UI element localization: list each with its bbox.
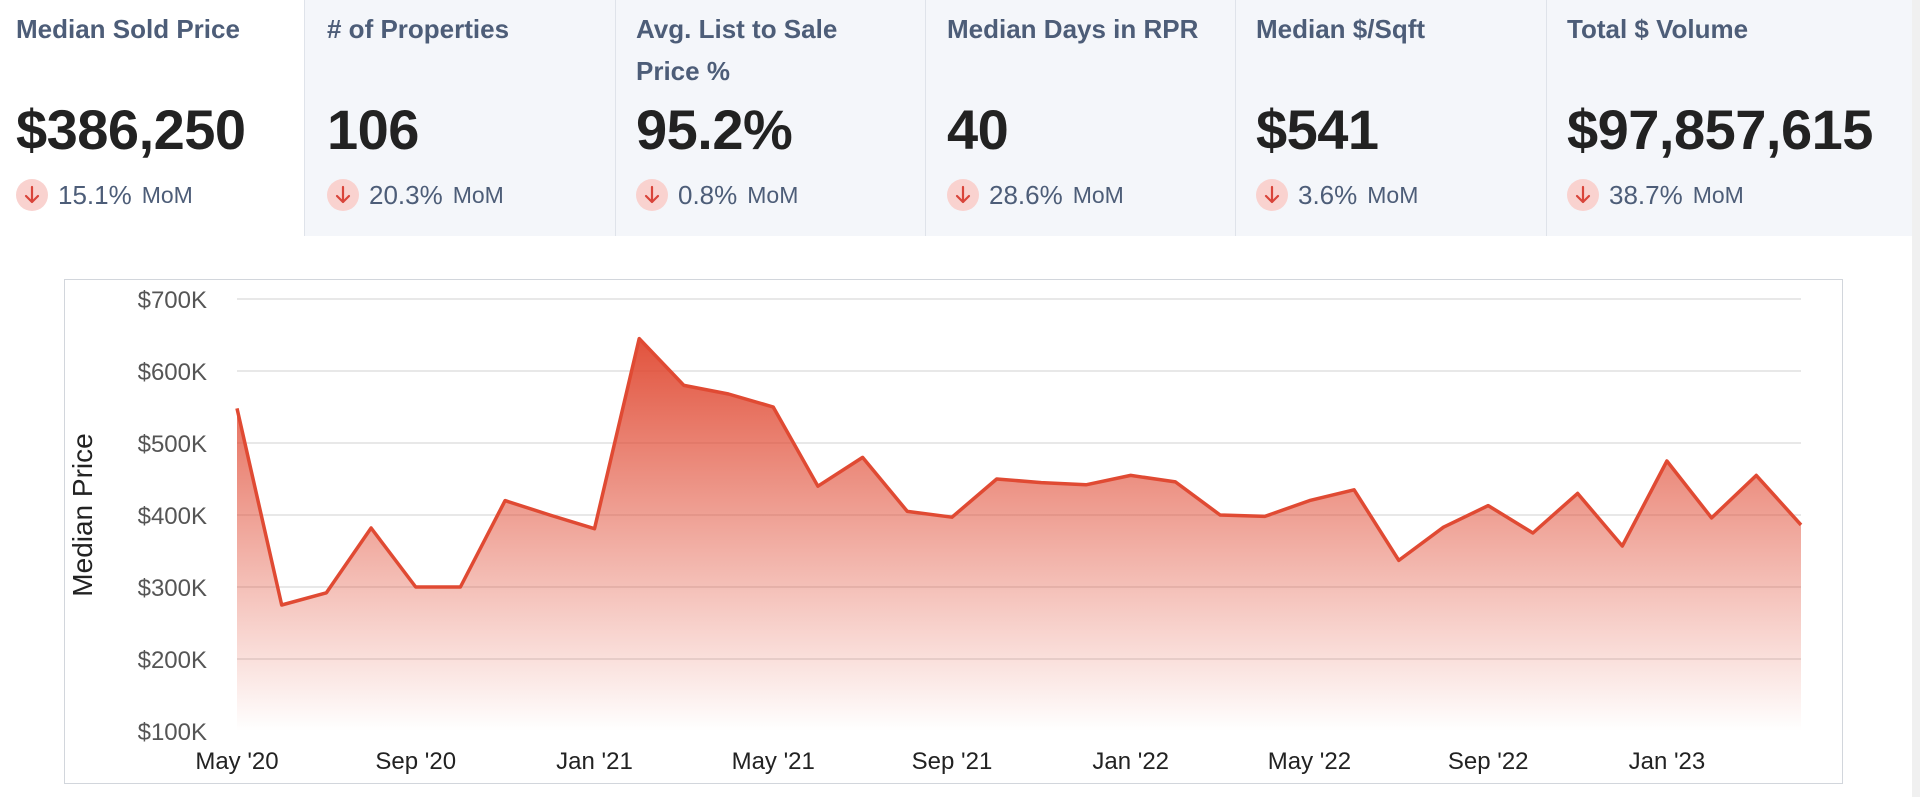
x-tick-label: May '21 [732, 748, 815, 775]
change-period: MoM [141, 181, 193, 208]
tile-total-volume[interactable]: Total $ Volume $97,857,615 38.7% MoM [1547, 0, 1912, 236]
area-fill [237, 338, 1801, 731]
y-tick-label: $300K [138, 575, 207, 602]
change-percent: 38.7% [1609, 179, 1683, 210]
tile-change: 20.3% MoM [327, 178, 504, 212]
metric-tiles: Median Sold Price $386,250 15.1% MoM # o… [0, 0, 1912, 236]
arrow-down-icon [327, 179, 359, 211]
tile-median-days[interactable]: Median Days in RPR 40 28.6% MoM [926, 0, 1236, 236]
x-tick-label: Jan '22 [1092, 748, 1169, 775]
median-price-chart: $100K $200K $300K $400K $500K $600K $700K Media… [64, 279, 1843, 784]
change-period: MoM [747, 181, 799, 208]
tile-change: 3.6% MoM [1256, 178, 1418, 212]
tile-title: Median $/Sqft [1256, 14, 1426, 44]
tile-title: Avg. List to Sale Price % [636, 14, 838, 86]
tile-num-properties[interactable]: # of Properties 106 20.3% MoM [305, 0, 616, 236]
change-percent: 20.3% [369, 179, 443, 210]
x-tick-label: Sep '22 [1448, 748, 1529, 775]
arrow-down-icon [1567, 179, 1599, 211]
arrow-down-icon [1256, 179, 1288, 211]
arrow-down-icon [16, 179, 48, 211]
change-period: MoM [1072, 181, 1124, 208]
tile-value: 95.2% [636, 98, 793, 161]
y-tick-label: $500K [138, 431, 207, 458]
tile-median-sold-price[interactable]: Median Sold Price $386,250 15.1% MoM [0, 0, 305, 236]
y-tick-label: $100K [138, 719, 207, 746]
change-period: MoM [1367, 181, 1419, 208]
tile-title: # of Properties [327, 14, 510, 44]
tile-value: 40 [947, 98, 1009, 161]
y-tick-label: $200K [138, 647, 207, 674]
x-tick-label: Jan '21 [556, 748, 633, 775]
tile-value: $541 [1256, 98, 1379, 161]
tile-title: Median Days in RPR [947, 14, 1199, 44]
tile-change: 0.8% MoM [636, 178, 798, 212]
x-tick-label: May '22 [1268, 748, 1351, 775]
tile-change: 28.6% MoM [947, 178, 1124, 212]
change-period: MoM [1692, 181, 1744, 208]
area-chart-svg: $100K $200K $300K $400K $500K $600K $700K Media… [67, 287, 1803, 775]
x-tick-label: Sep '20 [375, 748, 456, 775]
change-percent: 3.6% [1298, 179, 1358, 210]
tile-value: $386,250 [16, 98, 246, 161]
arrow-down-icon [947, 179, 979, 211]
change-percent: 0.8% [678, 179, 738, 210]
arrow-down-icon [636, 179, 668, 211]
series-line [235, 336, 1803, 607]
tile-title: Median Sold Price [16, 14, 240, 44]
page-scrollbar[interactable] [1912, 0, 1920, 797]
y-tick-label: $400K [138, 503, 207, 530]
change-percent: 15.1% [58, 179, 132, 210]
change-period: MoM [452, 181, 504, 208]
tile-title: Total $ Volume [1567, 14, 1749, 44]
x-tick-label: Jan '23 [1629, 748, 1706, 775]
tile-change: 15.1% MoM [16, 178, 193, 212]
tile-list-to-sale[interactable]: Avg. List to Sale Price % 95.2% 0.8% MoM [616, 0, 926, 236]
y-axis-label: Median Price [67, 433, 98, 596]
x-tick-label: May '20 [195, 748, 278, 775]
tile-median-per-sqft[interactable]: Median $/Sqft $541 3.6% MoM [1236, 0, 1547, 236]
y-tick-label: $700K [138, 287, 207, 314]
change-percent: 28.6% [989, 179, 1063, 210]
x-tick-label: Sep '21 [912, 748, 993, 775]
tile-value: 106 [327, 98, 419, 161]
y-tick-label: $600K [138, 359, 207, 386]
tile-change: 38.7% MoM [1567, 178, 1744, 212]
tile-value: $97,857,615 [1567, 98, 1873, 161]
